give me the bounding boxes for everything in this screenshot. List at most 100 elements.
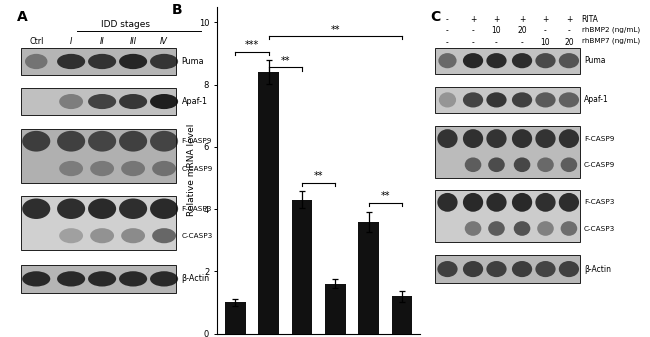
Ellipse shape <box>536 193 556 212</box>
Ellipse shape <box>486 53 506 68</box>
Text: β-Actin: β-Actin <box>584 265 611 274</box>
Ellipse shape <box>561 157 577 172</box>
Ellipse shape <box>463 53 483 68</box>
Bar <box>292 200 312 334</box>
Ellipse shape <box>150 198 178 219</box>
Ellipse shape <box>90 161 114 176</box>
Ellipse shape <box>463 261 483 277</box>
Ellipse shape <box>88 131 116 152</box>
Text: 10: 10 <box>491 26 501 35</box>
Ellipse shape <box>512 129 532 148</box>
Ellipse shape <box>152 228 176 243</box>
Ellipse shape <box>150 94 178 109</box>
Bar <box>21 48 176 75</box>
Text: **: ** <box>314 171 323 181</box>
Text: F-CASP9: F-CASP9 <box>584 135 614 142</box>
Ellipse shape <box>486 261 506 277</box>
Ellipse shape <box>59 228 83 243</box>
Bar <box>325 284 346 334</box>
Text: **: ** <box>330 25 340 35</box>
Text: A: A <box>17 10 27 24</box>
Ellipse shape <box>437 129 458 148</box>
Text: RITA: RITA <box>582 15 599 24</box>
Ellipse shape <box>512 193 532 212</box>
Text: IDD stages: IDD stages <box>101 20 150 29</box>
Text: -: - <box>495 38 498 47</box>
Ellipse shape <box>463 92 483 108</box>
Ellipse shape <box>121 228 145 243</box>
Ellipse shape <box>438 53 456 68</box>
Text: ***: *** <box>245 40 259 50</box>
Ellipse shape <box>57 271 85 286</box>
Bar <box>358 221 379 334</box>
Text: C-CASP3: C-CASP3 <box>584 225 615 232</box>
Text: +: + <box>470 15 476 24</box>
Ellipse shape <box>512 92 532 108</box>
Text: Ctrl: Ctrl <box>29 37 44 46</box>
Ellipse shape <box>119 131 147 152</box>
Ellipse shape <box>559 261 579 277</box>
Text: Puma: Puma <box>584 56 605 65</box>
Text: +: + <box>519 15 525 24</box>
Ellipse shape <box>559 92 579 108</box>
Ellipse shape <box>488 221 505 236</box>
Ellipse shape <box>119 54 147 69</box>
Text: β-Actin: β-Actin <box>181 274 210 283</box>
Ellipse shape <box>559 129 579 148</box>
Ellipse shape <box>437 193 458 212</box>
Y-axis label: Relative mRNA level: Relative mRNA level <box>187 124 196 216</box>
Text: -: - <box>472 38 474 47</box>
Bar <box>435 87 580 113</box>
Ellipse shape <box>559 193 579 212</box>
Bar <box>435 190 580 242</box>
Ellipse shape <box>88 271 116 286</box>
Text: Apaf-1: Apaf-1 <box>181 97 207 106</box>
Ellipse shape <box>90 228 114 243</box>
Ellipse shape <box>486 92 506 108</box>
Ellipse shape <box>22 131 50 152</box>
Ellipse shape <box>57 131 85 152</box>
Ellipse shape <box>57 54 85 69</box>
Ellipse shape <box>512 53 532 68</box>
Text: -: - <box>446 15 449 24</box>
Ellipse shape <box>22 271 50 286</box>
Text: **: ** <box>280 56 290 66</box>
Ellipse shape <box>152 161 176 176</box>
Ellipse shape <box>536 53 556 68</box>
Ellipse shape <box>59 94 83 109</box>
Ellipse shape <box>88 54 116 69</box>
Text: F-CASP3: F-CASP3 <box>181 206 212 212</box>
Ellipse shape <box>22 198 50 219</box>
Ellipse shape <box>57 198 85 219</box>
Text: 20: 20 <box>517 26 527 35</box>
Text: III: III <box>129 37 136 46</box>
Ellipse shape <box>486 193 506 212</box>
Bar <box>258 72 279 334</box>
Bar <box>21 88 176 115</box>
Text: 20: 20 <box>564 38 574 47</box>
Bar <box>21 196 176 250</box>
Ellipse shape <box>150 271 178 286</box>
Text: I: I <box>70 37 72 46</box>
Ellipse shape <box>437 261 458 277</box>
Ellipse shape <box>150 54 178 69</box>
Ellipse shape <box>514 157 530 172</box>
Text: -: - <box>446 26 449 35</box>
Text: rhBMP2 (ng/mL): rhBMP2 (ng/mL) <box>582 26 640 33</box>
Ellipse shape <box>537 221 554 236</box>
Ellipse shape <box>119 94 147 109</box>
Ellipse shape <box>88 94 116 109</box>
Text: +: + <box>566 15 572 24</box>
Text: -: - <box>544 26 547 35</box>
Ellipse shape <box>514 221 530 236</box>
Ellipse shape <box>59 161 83 176</box>
Text: -: - <box>472 26 474 35</box>
Ellipse shape <box>537 157 554 172</box>
Ellipse shape <box>150 131 178 152</box>
Text: IV: IV <box>160 37 168 46</box>
Text: -: - <box>446 38 449 47</box>
Ellipse shape <box>488 157 505 172</box>
Text: II: II <box>99 37 105 46</box>
Text: +: + <box>542 15 549 24</box>
Text: C-CASP9: C-CASP9 <box>181 165 213 172</box>
